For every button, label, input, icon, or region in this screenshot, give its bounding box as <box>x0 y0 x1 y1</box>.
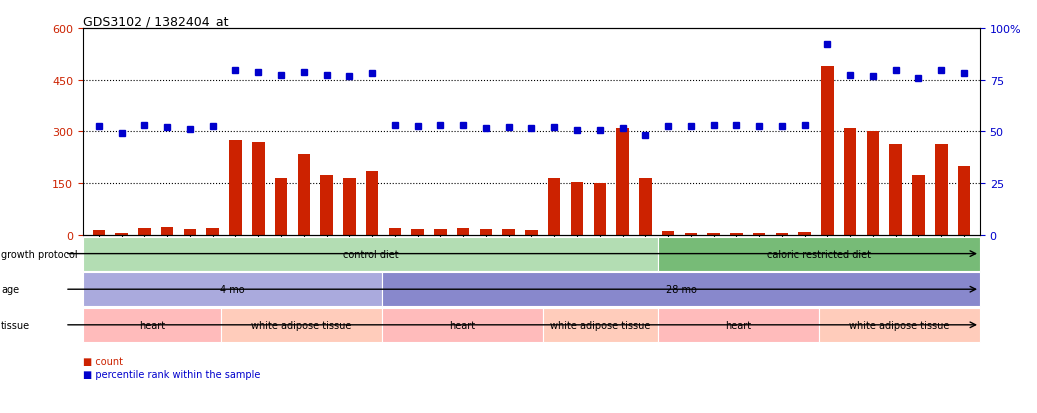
Bar <box>115 234 128 235</box>
Bar <box>570 182 583 235</box>
Text: white adipose tissue: white adipose tissue <box>251 320 352 330</box>
Bar <box>252 142 264 235</box>
Bar <box>382 308 543 342</box>
Bar <box>819 308 980 342</box>
Bar <box>206 228 219 235</box>
Bar <box>389 228 401 235</box>
Bar <box>913 175 925 235</box>
Bar <box>662 231 674 235</box>
Text: white adipose tissue: white adipose tissue <box>849 320 950 330</box>
Bar <box>776 234 788 235</box>
Text: GDS3102 / 1382404_at: GDS3102 / 1382404_at <box>83 15 228 28</box>
Bar <box>730 234 742 235</box>
Text: heart: heart <box>449 320 476 330</box>
Bar <box>935 144 948 235</box>
Bar <box>435 229 447 235</box>
Bar <box>412 229 424 235</box>
Bar <box>503 229 515 235</box>
Text: growth protocol: growth protocol <box>1 249 78 259</box>
Bar <box>366 172 379 235</box>
Bar <box>221 308 382 342</box>
Bar <box>707 234 720 235</box>
Bar <box>275 179 287 235</box>
Bar <box>92 230 105 235</box>
Bar <box>867 132 879 235</box>
Text: white adipose tissue: white adipose tissue <box>551 320 650 330</box>
Text: ■ percentile rank within the sample: ■ percentile rank within the sample <box>83 369 260 379</box>
Bar <box>229 141 242 235</box>
Bar <box>298 154 310 235</box>
Bar <box>83 273 382 306</box>
Text: age: age <box>1 285 19 294</box>
Bar <box>83 308 221 342</box>
Bar <box>798 232 811 235</box>
Bar <box>161 228 173 235</box>
Bar <box>457 228 470 235</box>
Bar <box>184 229 196 235</box>
Bar <box>684 234 697 235</box>
Bar <box>525 230 538 235</box>
Text: heart: heart <box>139 320 165 330</box>
Bar <box>657 308 819 342</box>
Bar <box>616 129 628 235</box>
Bar <box>548 179 560 235</box>
Bar <box>543 308 657 342</box>
Bar <box>844 129 857 235</box>
Bar <box>382 273 980 306</box>
Bar <box>639 179 651 235</box>
Bar <box>320 175 333 235</box>
Bar <box>753 234 765 235</box>
Bar <box>593 184 606 235</box>
Bar <box>480 229 493 235</box>
Text: 4 mo: 4 mo <box>220 285 245 294</box>
Bar <box>890 144 902 235</box>
Text: tissue: tissue <box>1 320 30 330</box>
Text: control diet: control diet <box>342 249 398 259</box>
Text: 28 mo: 28 mo <box>666 285 697 294</box>
Bar <box>657 237 980 271</box>
Bar <box>83 237 657 271</box>
Text: ■ count: ■ count <box>83 356 123 366</box>
Bar <box>958 166 971 235</box>
Bar <box>821 67 834 235</box>
Bar <box>138 228 150 235</box>
Text: caloric restricted diet: caloric restricted diet <box>767 249 871 259</box>
Bar <box>343 179 356 235</box>
Text: heart: heart <box>726 320 752 330</box>
